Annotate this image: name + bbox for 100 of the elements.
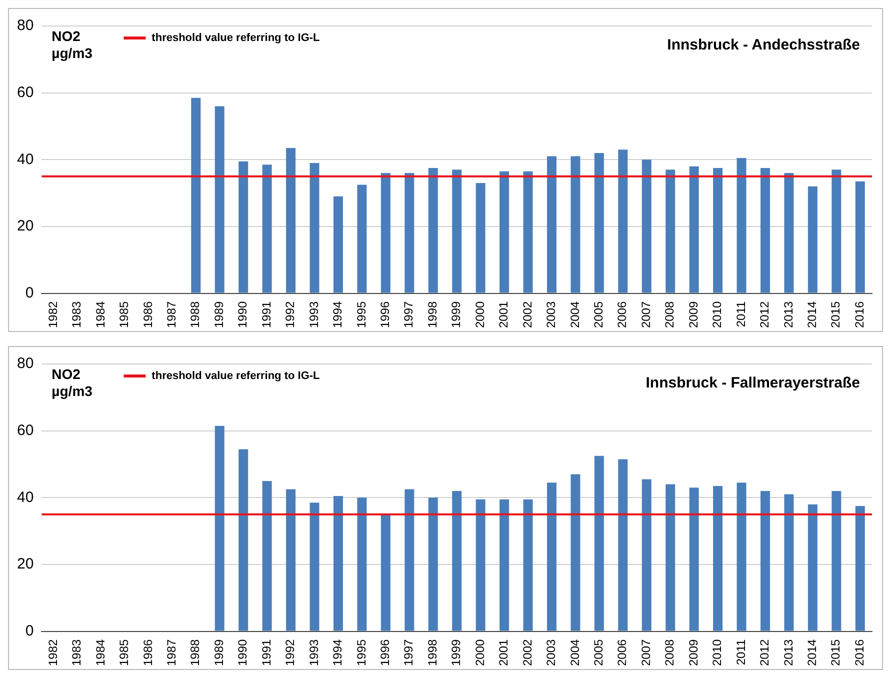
x-tick-label: 1989 [212, 638, 226, 666]
x-tick-label: 2014 [805, 638, 820, 666]
y-tick-label: 0 [25, 622, 34, 640]
bar [262, 480, 272, 631]
y-tick-label: 60 [16, 84, 34, 101]
bar [286, 489, 296, 631]
legend-label: threshold value referring to IG-L [152, 370, 320, 382]
bar [476, 499, 486, 631]
bar [404, 489, 414, 631]
bar [214, 426, 224, 631]
x-tick-label: 1991 [259, 300, 274, 328]
x-tick-label: 2011 [734, 638, 748, 666]
x-tick-label: 1993 [306, 300, 321, 328]
x-tick-label: 2006 [615, 638, 630, 666]
x-tick-label: 1984 [93, 300, 108, 328]
x-tick-label: 2004 [568, 300, 582, 328]
bar [808, 504, 818, 631]
y-tick-label: 60 [16, 422, 34, 439]
bar [500, 499, 510, 631]
x-tick-label: 2006 [615, 300, 630, 328]
x-tick-label: 1992 [283, 300, 298, 328]
bar [760, 168, 770, 293]
x-tick-label: 2011 [734, 300, 748, 328]
x-tick-label: 1996 [378, 300, 392, 328]
bar [760, 490, 770, 631]
bar [546, 156, 556, 293]
bar [546, 482, 556, 631]
bar [500, 171, 510, 293]
x-tick-label: 2008 [662, 300, 677, 328]
x-tick-label: 2012 [758, 638, 772, 666]
bar [784, 494, 794, 631]
x-tick-label: 2016 [852, 638, 866, 666]
x-tick-label: 2001 [496, 300, 511, 328]
bar [238, 449, 248, 631]
bar [428, 498, 438, 631]
bar [476, 183, 486, 293]
x-tick-label: 2005 [591, 638, 606, 666]
bar [689, 166, 699, 293]
x-tick-label: 1992 [283, 638, 298, 666]
x-tick-label: 2003 [544, 300, 558, 328]
y-tick-label: 80 [16, 355, 34, 372]
bar [310, 162, 320, 293]
x-tick-label: 2001 [496, 638, 511, 666]
x-tick-label: 1988 [188, 638, 202, 666]
x-tick-label: 2009 [686, 300, 700, 328]
x-tick-label: 2000 [472, 300, 487, 328]
x-tick-label: 2013 [781, 638, 796, 666]
x-tick-label: 2015 [828, 638, 843, 666]
bar [642, 160, 652, 293]
x-tick-label: 1990 [236, 638, 250, 666]
bar [736, 482, 746, 631]
x-tick-label: 1982 [46, 638, 60, 666]
bar [736, 158, 746, 293]
x-tick-label: 1995 [354, 300, 368, 328]
bar [380, 514, 390, 631]
legend-label: threshold value referring to IG-L [152, 32, 320, 44]
y-axis-title: NO2 µg/m3 [52, 28, 93, 61]
bar [191, 98, 201, 293]
bar [404, 173, 414, 293]
x-tick-label: 1991 [259, 638, 274, 666]
bar [618, 459, 628, 631]
x-tick-label: 1987 [164, 638, 178, 666]
x-tick-label: 2000 [472, 638, 487, 666]
bar [214, 106, 224, 293]
y-tick-label: 20 [16, 556, 34, 573]
x-tick-label: 1988 [188, 300, 202, 328]
bar [808, 186, 818, 293]
x-tick-label: 1985 [117, 638, 132, 666]
x-tick-label: 1995 [354, 638, 368, 666]
x-tick-label: 2010 [710, 638, 724, 666]
x-tick-label: 1986 [140, 300, 155, 328]
x-tick-label: 2002 [520, 638, 534, 666]
bar [380, 173, 390, 293]
x-tick-label: 1986 [140, 638, 155, 666]
bar [666, 484, 676, 631]
x-tick-label: 2012 [758, 300, 772, 328]
x-tick-label: 1990 [236, 300, 250, 328]
x-tick-label: 1984 [93, 638, 108, 666]
x-tick-label: 1994 [330, 300, 345, 328]
x-tick-label: 2013 [781, 300, 796, 328]
bar [832, 490, 842, 631]
x-tick-label: 1994 [330, 638, 345, 666]
x-tick-label: 1996 [378, 638, 392, 666]
x-tick-label: 2002 [520, 300, 534, 328]
x-tick-label: 1997 [402, 638, 416, 666]
bar [713, 486, 723, 631]
bar [784, 173, 794, 293]
x-tick-label: 1998 [425, 300, 440, 328]
x-tick-label: 1998 [425, 638, 440, 666]
bar [357, 184, 367, 293]
text: Innsbruck - Andechsstraße [667, 36, 860, 54]
x-tick-label: 2003 [544, 638, 558, 666]
y-tick-label: 20 [16, 218, 34, 235]
x-tick-label: 1993 [306, 638, 321, 666]
bar [855, 506, 865, 631]
x-tick-label: 1983 [70, 638, 84, 666]
bar [570, 156, 580, 293]
bar [642, 479, 652, 631]
x-tick-label: 2007 [638, 300, 653, 328]
bar [594, 456, 604, 631]
